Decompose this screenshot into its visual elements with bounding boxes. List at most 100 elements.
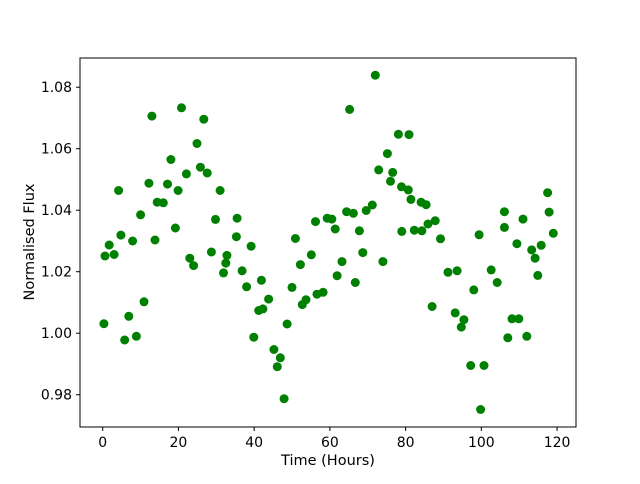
data-point (139, 297, 149, 307)
data-point (158, 198, 168, 208)
data-point (231, 232, 241, 242)
data-point (100, 251, 110, 261)
y-tick-label: 1.02 (41, 265, 72, 281)
data-point (246, 241, 256, 251)
data-point (533, 270, 543, 280)
data-point (99, 319, 109, 329)
data-point (527, 245, 537, 255)
data-point (124, 311, 134, 321)
data-point (452, 266, 462, 276)
data-point (195, 162, 205, 172)
data-point (144, 178, 154, 188)
data-point (189, 261, 199, 271)
data-point (427, 302, 437, 311)
data-point (507, 314, 517, 324)
data-point (163, 179, 172, 189)
x-tick-label: 80 (397, 435, 415, 451)
data-point (499, 207, 509, 217)
data-point (345, 104, 355, 114)
data-point (206, 247, 216, 257)
data-point (147, 111, 157, 121)
data-point (287, 282, 297, 292)
data-point (256, 275, 266, 285)
data-point (215, 186, 225, 195)
data-point (221, 258, 231, 268)
data-point (499, 222, 509, 232)
data-point (279, 394, 289, 404)
data-point (474, 230, 484, 240)
data-point (181, 169, 191, 179)
data-point (116, 230, 126, 240)
data-point (479, 361, 489, 370)
x-tick-label: 0 (98, 435, 107, 451)
data-point (202, 168, 212, 178)
data-point (222, 250, 232, 260)
data-point (332, 271, 342, 281)
data-point (311, 217, 320, 227)
x-tick-label: 20 (170, 435, 188, 451)
data-point (269, 345, 279, 354)
data-point (337, 257, 347, 267)
data-point (361, 206, 371, 215)
y-axis-label: Normalised Flux (22, 183, 38, 300)
data-point (177, 103, 186, 113)
data-point (192, 139, 202, 148)
data-point (131, 331, 141, 341)
data-point (512, 239, 522, 249)
data-point (423, 219, 433, 229)
data-point (237, 266, 247, 276)
data-point (358, 248, 368, 258)
data-point (185, 253, 195, 263)
x-axis-label: Time (Hours) (280, 453, 375, 469)
data-point (459, 315, 469, 325)
data-point (350, 278, 360, 287)
data-point (275, 353, 285, 363)
plot-generated-group: 0 20 40 60 80 100 120 0.98 1.00 1.02 1.04 1.06 1.08 (41, 57, 577, 451)
data-point (114, 186, 124, 195)
data-point (403, 185, 413, 195)
data-point (249, 332, 259, 342)
x-tick-label: 120 (544, 435, 571, 451)
y-tick-label: 0.98 (41, 388, 72, 404)
data-point (232, 213, 242, 223)
data-point (374, 165, 384, 175)
data-point (348, 208, 358, 218)
data-point (544, 207, 554, 217)
data-point (404, 130, 414, 140)
data-point (548, 228, 558, 238)
data-point (219, 268, 228, 278)
x-tick-label: 100 (468, 435, 495, 451)
data-point (393, 129, 403, 139)
data-point (421, 200, 431, 210)
data-point (306, 250, 316, 260)
data-point (450, 308, 460, 318)
data-point (514, 314, 524, 324)
data-point (409, 225, 419, 235)
data-point (492, 278, 502, 287)
y-tick-label: 1.04 (41, 203, 72, 219)
data-point (282, 319, 292, 329)
data-point (436, 234, 445, 244)
data-point (109, 250, 119, 259)
data-point (354, 226, 364, 236)
data-point (166, 155, 176, 164)
data-point (443, 267, 453, 277)
data-point (486, 265, 496, 275)
data-point (136, 210, 146, 220)
data-point (466, 361, 476, 370)
data-point (476, 405, 486, 414)
data-point (417, 226, 427, 236)
data-point (150, 235, 160, 245)
data-point (469, 285, 479, 295)
data-point (430, 216, 440, 226)
data-point (318, 287, 328, 297)
data-point (530, 253, 540, 263)
plot-area-border (79, 57, 577, 428)
data-point (264, 294, 274, 304)
data-point (104, 240, 114, 250)
x-tick-label: 40 (245, 435, 263, 451)
data-point (367, 200, 377, 210)
data-point (242, 282, 252, 292)
